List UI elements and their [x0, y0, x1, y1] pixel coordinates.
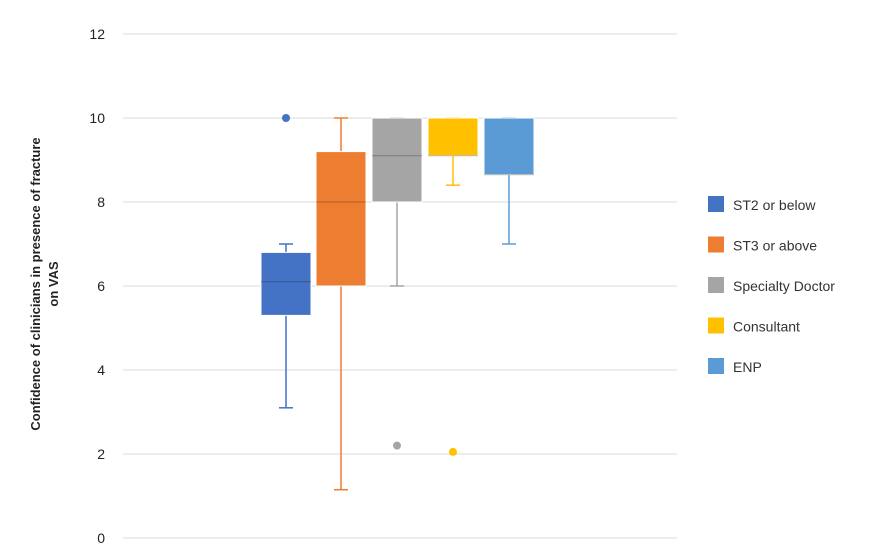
- box-series: [260, 114, 535, 491]
- box-rect-4: [483, 117, 535, 176]
- box-rect-2: [371, 117, 423, 203]
- y-tick-label-6: 6: [97, 278, 105, 294]
- box-rect-3: [427, 117, 479, 157]
- box-rect-1: [315, 151, 367, 287]
- legend-swatch-0: [708, 196, 724, 212]
- legend-label-2: Specialty Doctor: [733, 278, 835, 294]
- legend-swatch-3: [708, 317, 724, 334]
- box-2: [371, 117, 423, 450]
- y-axis-title-line-2: on VAS: [46, 261, 61, 307]
- box-rect-0: [260, 251, 312, 316]
- legend-label-4: ENP: [733, 359, 762, 375]
- legend-swatch-1: [708, 236, 724, 253]
- outlier-0-0: [282, 114, 290, 122]
- box-0: [260, 114, 312, 409]
- box-4: [483, 117, 535, 245]
- legend-label-1: ST3 or above: [733, 238, 817, 254]
- box-3: [427, 117, 479, 456]
- legend-swatch-4: [708, 358, 724, 374]
- outlier-3-0: [449, 447, 457, 456]
- legend-label-3: Consultant: [733, 319, 800, 335]
- box-1: [315, 117, 367, 491]
- y-tick-label-12: 12: [89, 26, 105, 42]
- y-tick-label-2: 2: [97, 446, 105, 462]
- y-tick-label-10: 10: [89, 110, 105, 126]
- legend-label-0: ST2 or below: [733, 197, 816, 213]
- y-axis-ticks: 0 2 4 6 8 10 12: [89, 26, 105, 546]
- legend: ST2 or below ST3 or above Specialty Doctor…: [708, 196, 835, 375]
- outlier-2-0: [393, 441, 401, 450]
- y-tick-label-8: 8: [97, 194, 105, 210]
- y-tick-label-0: 0: [97, 530, 105, 546]
- y-axis-title-line-1: Confidence of clinicians in presence of …: [28, 137, 43, 430]
- legend-swatch-2: [708, 277, 724, 293]
- y-tick-label-4: 4: [97, 362, 105, 378]
